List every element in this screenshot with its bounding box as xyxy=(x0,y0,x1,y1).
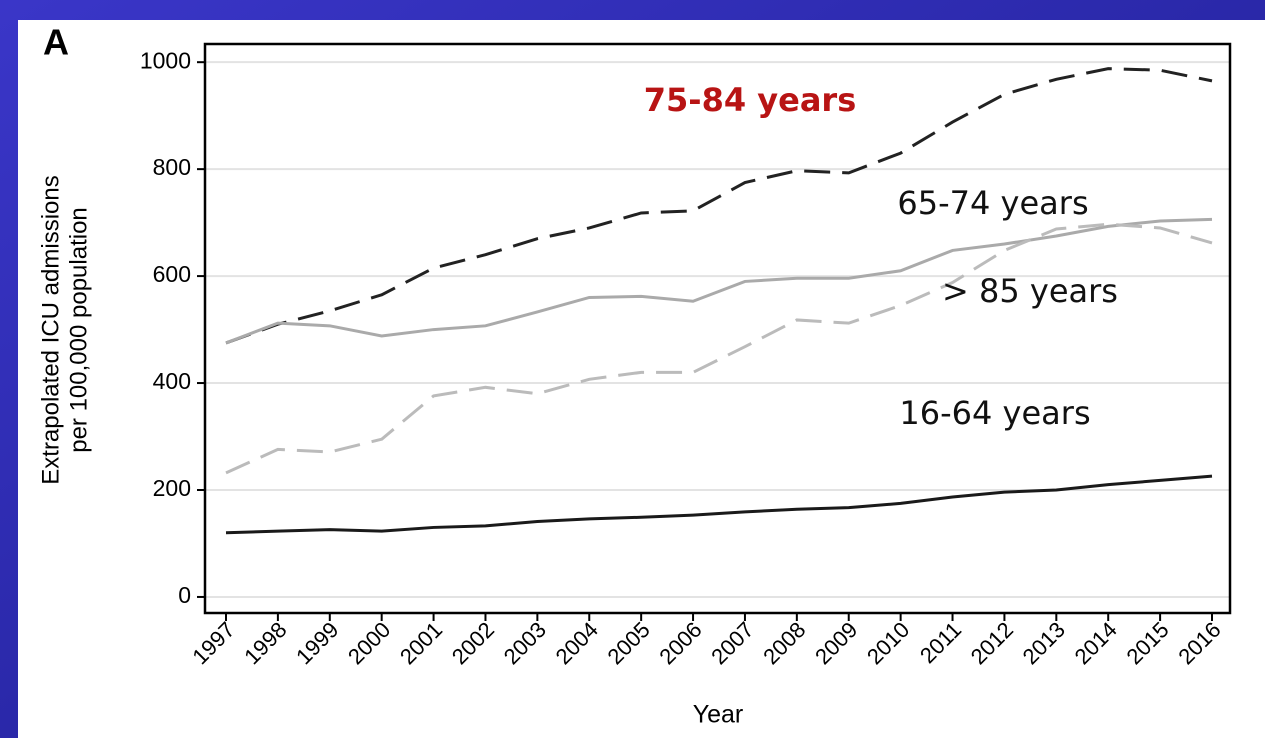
series-label: 75-84 years xyxy=(644,81,856,119)
y-tick-label: 400 xyxy=(153,368,191,394)
y-tick-label: 800 xyxy=(153,154,191,180)
series-label: 16-64 years xyxy=(899,394,1090,432)
series-line xyxy=(225,67,1213,345)
series-line xyxy=(225,217,1213,345)
y-tick-label: 600 xyxy=(153,261,191,287)
y-tick-label: 0 xyxy=(178,582,191,608)
plot-frame xyxy=(203,42,1232,615)
y-axis-title-line: per 100,000 population xyxy=(65,207,92,453)
series-line xyxy=(225,222,1213,475)
x-axis-title: Year xyxy=(693,701,744,729)
y-axis-title-line: Extrapolated ICU admissions xyxy=(37,175,64,484)
y-tick-label: 200 xyxy=(153,475,191,501)
y-tick-label: 1000 xyxy=(140,47,191,73)
panel-label: A xyxy=(43,22,69,63)
y-axis-title: Extrapolated ICU admissions per 100,000 … xyxy=(37,175,92,484)
series-line xyxy=(225,474,1213,535)
series-label: 65-74 years xyxy=(897,184,1088,222)
series-label: > 85 years xyxy=(942,272,1118,310)
